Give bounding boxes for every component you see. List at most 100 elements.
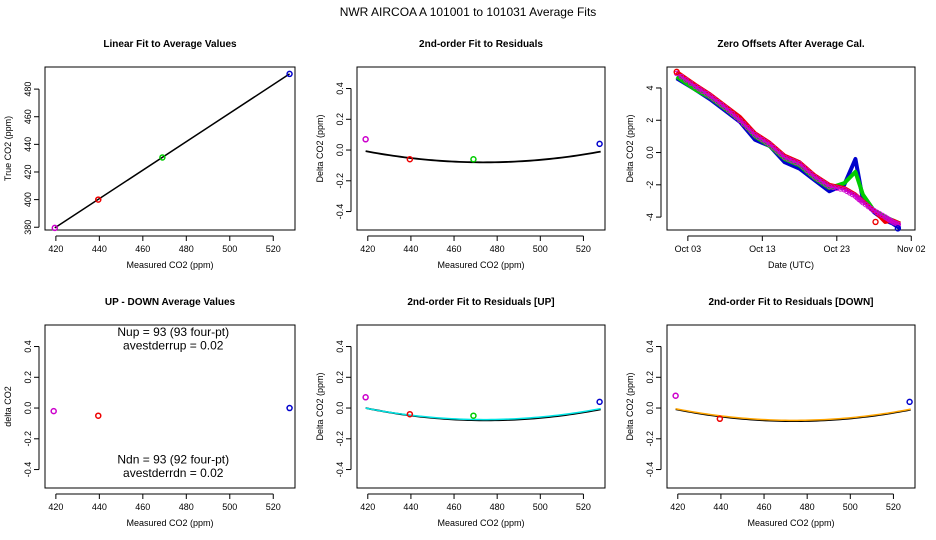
plot-frame xyxy=(666,66,916,231)
series-marker-purple xyxy=(759,136,766,143)
y-tick-label: 420 xyxy=(23,164,33,179)
data-point-blue xyxy=(596,140,603,148)
data-point-red xyxy=(406,410,414,418)
series-marker-purple xyxy=(692,83,699,90)
data-point-red xyxy=(95,412,102,419)
x-tick-label: 520 xyxy=(266,502,281,512)
y-tick-label: 0.2 xyxy=(335,113,345,126)
data-point-blue xyxy=(286,404,293,412)
y-tick-label: -0.2 xyxy=(645,431,655,447)
x-tick-label: 480 xyxy=(490,244,505,254)
data-point-red xyxy=(406,156,414,163)
series-marker-purple xyxy=(800,164,807,170)
x-tick-label: 460 xyxy=(135,502,150,512)
annotation-text: avestderrdn = 0.02 xyxy=(123,466,224,480)
x-tick-label: 440 xyxy=(403,244,418,254)
x-tick-label: 500 xyxy=(222,244,237,254)
series-marker-purple xyxy=(822,181,829,187)
x-tick-label: 460 xyxy=(447,244,462,254)
panel-residual-fit-up: 2nd-order Fit to Residuals [UP] Measured … xyxy=(315,297,606,528)
data-point-green xyxy=(470,156,477,163)
y-tick-label: -0.2 xyxy=(23,431,33,447)
x-tick-label: 480 xyxy=(490,502,505,512)
x-tick-label: 480 xyxy=(800,502,815,512)
y-tick-label: 480 xyxy=(23,82,33,97)
y-tick-label: 0.2 xyxy=(335,371,345,384)
y-tick-label: -0.4 xyxy=(335,204,345,220)
y-tick-label: 0.4 xyxy=(335,340,345,353)
panel-title: Zero Offsets After Average Cal. xyxy=(717,39,864,50)
annotation-text: avestderrup = 0.02 xyxy=(123,339,224,353)
plot-frame xyxy=(44,66,296,231)
data-point-green xyxy=(470,412,477,419)
y-tick-label: -0.4 xyxy=(335,462,345,478)
series-marker-purple xyxy=(707,93,713,99)
series-marker-purple xyxy=(678,73,685,80)
y-axis-label: Delta CO2 (ppm) xyxy=(315,372,325,440)
data-point-purple xyxy=(51,224,59,232)
y-tick-label: -0.4 xyxy=(23,462,33,478)
series-marker-purple xyxy=(796,161,803,167)
x-tick-label: 440 xyxy=(92,244,107,254)
series-marker-purple xyxy=(834,185,840,191)
x-tick-label: 420 xyxy=(360,502,375,512)
series-marker-purple xyxy=(879,212,886,219)
x-tick-label: 460 xyxy=(135,244,150,254)
panel-zero-offsets: Zero Offsets After Average Cal. Date (UTC… xyxy=(625,39,926,270)
data-point-purple xyxy=(672,392,679,399)
series-marker-purple xyxy=(703,90,710,97)
x-tick-label: 460 xyxy=(447,502,462,512)
series-marker-purple xyxy=(815,176,821,182)
x-axis-label: Measured CO2 (ppm) xyxy=(437,518,524,528)
data-point-red xyxy=(95,196,102,203)
y-tick-label: 0.0 xyxy=(645,402,655,415)
series-marker-purple xyxy=(763,139,769,145)
series-marker-purple xyxy=(819,178,825,185)
plot-frame xyxy=(44,324,296,489)
fit-curve-cyan xyxy=(365,407,601,421)
series-marker-purple xyxy=(874,209,880,216)
y-tick-label: 0.0 xyxy=(645,146,655,159)
data-point-red xyxy=(716,415,724,423)
data-point-purple xyxy=(362,394,369,401)
fit-line xyxy=(54,73,290,229)
y-tick-label: 0.4 xyxy=(23,340,33,353)
y-tick-label: 0.0 xyxy=(335,402,345,415)
data-marker-red xyxy=(673,68,680,76)
x-axis-label: Measured CO2 (ppm) xyxy=(437,260,524,270)
series-marker-purple xyxy=(774,148,781,154)
x-tick-label: 420 xyxy=(48,502,63,512)
series-marker-purple xyxy=(714,98,721,105)
panel-up-down: UP - DOWN Average Values Measured CO2 (pp… xyxy=(3,297,296,528)
series-marker-purple xyxy=(699,88,706,95)
y-tick-label: 400 xyxy=(23,192,33,207)
series-marker-purple xyxy=(826,183,833,190)
series-marker-purple xyxy=(748,128,754,134)
y-tick-label: -4 xyxy=(645,213,655,221)
y-axis-label: True CO2 (ppm) xyxy=(3,116,13,181)
y-tick-label: -0.4 xyxy=(645,462,655,478)
annotation-text: Nup = 93 (93 four-pt) xyxy=(117,325,229,339)
series-marker-purple xyxy=(811,173,818,180)
x-tick-label: 440 xyxy=(92,502,107,512)
x-tick-label: 460 xyxy=(757,502,772,512)
data-point-purple xyxy=(50,407,57,415)
data-point-blue xyxy=(906,398,913,406)
x-tick-label: 500 xyxy=(533,502,548,512)
x-tick-label: 420 xyxy=(360,244,375,254)
x-tick-label: Oct 03 xyxy=(675,244,702,254)
x-tick-label: 500 xyxy=(222,502,237,512)
x-tick-label: 500 xyxy=(533,244,548,254)
x-tick-label: 440 xyxy=(403,502,418,512)
panel-title: 2nd-order Fit to Residuals [DOWN] xyxy=(709,297,874,308)
x-tick-label: 520 xyxy=(576,244,591,254)
x-tick-label: 480 xyxy=(179,502,194,512)
data-marker-red xyxy=(872,218,879,226)
series-marker-purple xyxy=(871,207,877,214)
fit-curve-orange xyxy=(675,407,911,422)
x-tick-label: 480 xyxy=(179,244,194,254)
y-tick-label: 0.2 xyxy=(645,371,655,384)
series-marker-purple xyxy=(770,144,777,151)
y-tick-label: 0.0 xyxy=(335,144,345,157)
